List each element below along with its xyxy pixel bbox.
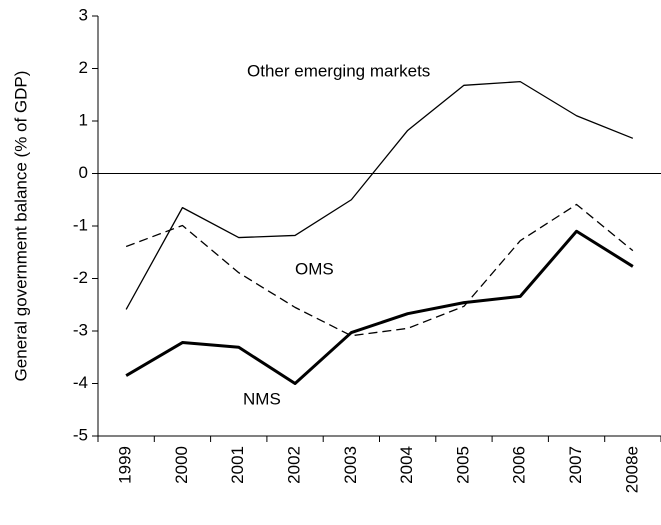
- y-tick-label: 1: [79, 110, 88, 129]
- x-tick-label: 2003: [341, 446, 360, 484]
- y-tick-label: -1: [73, 215, 88, 234]
- series-line: [125, 229, 634, 385]
- y-tick-label: -5: [73, 425, 88, 444]
- x-tick-label: 2004: [397, 446, 416, 484]
- x-tick-label: 2006: [510, 446, 529, 484]
- y-tick-label: -4: [73, 373, 88, 392]
- series-label: Other emerging markets: [247, 61, 430, 80]
- y-tick-label: -3: [73, 320, 88, 339]
- series-line: [125, 203, 634, 337]
- y-tick-label: 2: [79, 58, 88, 77]
- x-tick-label: 2000: [172, 446, 191, 484]
- x-tick-label: 2002: [285, 446, 304, 484]
- y-axis-label: General government balance (% of GDP): [11, 71, 30, 382]
- series-line: [125, 80, 634, 310]
- x-tick-label: 1999: [116, 446, 135, 484]
- y-tick-label: 0: [79, 163, 88, 182]
- y-tick-label: 3: [79, 5, 88, 24]
- x-tick-label: 2007: [566, 446, 585, 484]
- series-label: NMS: [243, 389, 281, 408]
- series-label: OMS: [295, 259, 334, 278]
- x-tick-label: 2008e: [622, 446, 641, 493]
- x-tick-label: 2001: [228, 446, 247, 484]
- x-tick-label: 2005: [453, 446, 472, 484]
- y-tick-label: -2: [73, 268, 88, 287]
